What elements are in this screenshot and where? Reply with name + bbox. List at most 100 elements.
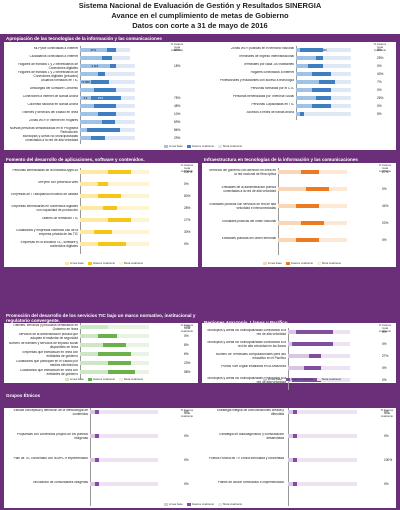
base-bar (288, 410, 293, 414)
avance-bar (80, 334, 117, 338)
meta-bar (90, 458, 158, 462)
header: Sistema Nacional de Evaluación de Gestió… (0, 0, 400, 34)
legend-swatch (87, 377, 92, 381)
meta-bar (90, 410, 158, 414)
pct-value: 44% (382, 204, 389, 208)
indicator-label: Número de trámites y servicios de impact… (8, 342, 78, 349)
avance-bar (90, 482, 99, 486)
base-bar (296, 72, 312, 76)
chart-legend: Línea base Avance cuatrienio Meta cuatrien… (259, 261, 341, 265)
pct-value: 0% (384, 482, 389, 486)
base-bar (80, 334, 99, 338)
indicator-label: Empresas beneficiarias en contenidos dig… (11, 205, 78, 212)
indicator-label: Colombia nacional en Banda Ancha (27, 103, 78, 106)
base-bar (288, 434, 293, 438)
chart-panel: % Avance meta cuatrienio Trámites, servic… (4, 323, 198, 383)
legend-swatch (218, 502, 223, 506)
indicator-label: Hogares conectados a internet (250, 71, 294, 74)
avance-bar (80, 104, 116, 108)
panel-title: Promoción del desarrollo de los servicio… (6, 313, 196, 323)
indicator-label: Planes de acción formulados e implementa… (217, 481, 284, 484)
legend-label: Línea base (70, 261, 84, 265)
indicator-label: Empresas en la industria TIC, software y… (20, 241, 78, 248)
pct-value: 0% (184, 334, 189, 338)
avance-bar (296, 104, 332, 108)
indicator-label: Entidades públicas con servicios de red … (209, 203, 276, 210)
avance-bar (288, 378, 321, 382)
indicator-label: Ciudadanos que participan en el Estado p… (15, 360, 78, 367)
indicator-label: Plan de TIC concertado con la MPC e impl… (13, 457, 88, 460)
meta-bar (296, 112, 351, 116)
base-bar (80, 370, 108, 374)
panel-title: Infraestructura en tecnologías de la inf… (204, 157, 358, 162)
pct-value: 7% (377, 80, 382, 84)
pct-value: 13% (184, 325, 191, 329)
pct-value: 0% (382, 330, 387, 334)
panel-title: Apropiación de las tecnologías de la inf… (6, 36, 162, 41)
avance-bar (296, 64, 324, 68)
legend-label: Línea base (169, 502, 183, 506)
avance-bar (90, 434, 99, 438)
legend-swatch (65, 377, 69, 381)
pct-value: 23% (184, 361, 191, 365)
avance-bar (80, 80, 109, 84)
meta-bar (80, 230, 149, 234)
base-bar (80, 104, 95, 108)
avance-bar (80, 112, 116, 116)
pct-value: 0% (382, 378, 387, 382)
legend-swatch (87, 261, 92, 265)
indicator-label: Hogares de estratos 1 y 2 beneficiarios … (18, 71, 78, 78)
chart-axis (288, 408, 289, 506)
base-bar (288, 378, 293, 382)
indicator-label: Talleres de formación TIC (41, 217, 78, 220)
pct-header: % Avance meta cuatrienio (373, 42, 387, 52)
legend-label: Línea base (268, 261, 282, 265)
indicator-label: Usuarios formados en TIC (40, 79, 78, 82)
pct-value: 40% (377, 72, 384, 76)
indicator-label: Servicios de la administración pública q… (18, 333, 78, 340)
base-bar (90, 410, 95, 414)
indicator-label: Municipios y Áreas No Municipalizadas co… (207, 377, 287, 384)
avance-bar (296, 88, 332, 92)
pct-value: 48% (174, 104, 181, 108)
pct-value: 0% (384, 434, 389, 438)
indicator-label: Estrategia integral de comunicaciones cr… (217, 409, 284, 416)
chart-axis (278, 168, 279, 255)
chart-legend: Línea base Avance cuatrienio Meta cuatrien… (160, 144, 242, 148)
indicator-label: Municipios y Áreas No Municipalizadas co… (22, 135, 78, 142)
chart-legend: Línea base Avance cuatrienio Meta cuatrien… (160, 502, 242, 506)
indicator-label: Terminales por cada 100 habitantes (243, 63, 295, 66)
meta-bar (288, 458, 357, 462)
page-title: Sistema Nacional de Evaluación de Gestió… (78, 1, 322, 10)
meta-bar (288, 434, 357, 438)
base-bar (80, 361, 108, 365)
pct-value: 30% (184, 230, 191, 234)
meta-bar (296, 56, 351, 60)
avance-bar (80, 88, 116, 92)
meta-bar (90, 434, 158, 438)
indicator-label: Empresas que interactúan en línea con en… (22, 351, 78, 358)
legend-label: Línea base (268, 377, 282, 381)
pct-value: 6% (184, 352, 189, 356)
pct-value: 0% (377, 88, 382, 92)
avance-bar (288, 366, 321, 370)
indicator-label: Entidades públicas del orden territorial (221, 237, 276, 240)
meta-bar (90, 482, 158, 486)
legend-label: Avance cuatrienio (92, 377, 116, 381)
legend-swatch (186, 144, 191, 148)
meta-bar (80, 182, 149, 186)
avance-bar (288, 458, 298, 462)
legend-swatch (285, 261, 290, 265)
chart-axis (288, 328, 289, 390)
indicator-label: Personas formadas por el CTL (250, 87, 294, 90)
pct-value: 0% (382, 366, 387, 370)
pct-value: 0% (382, 342, 387, 346)
indicator-label: Número de Terminales computacionales par… (215, 353, 286, 360)
chart-axis (80, 168, 81, 254)
pct-header: % Avance meta cuatrienio (378, 163, 392, 173)
pct-value: 0% (184, 410, 189, 414)
pct-value: 50% (184, 194, 191, 198)
pct-value: 29% (174, 136, 181, 140)
legend-label: Avance cuatrienio (191, 144, 215, 148)
base-bar (80, 120, 102, 124)
